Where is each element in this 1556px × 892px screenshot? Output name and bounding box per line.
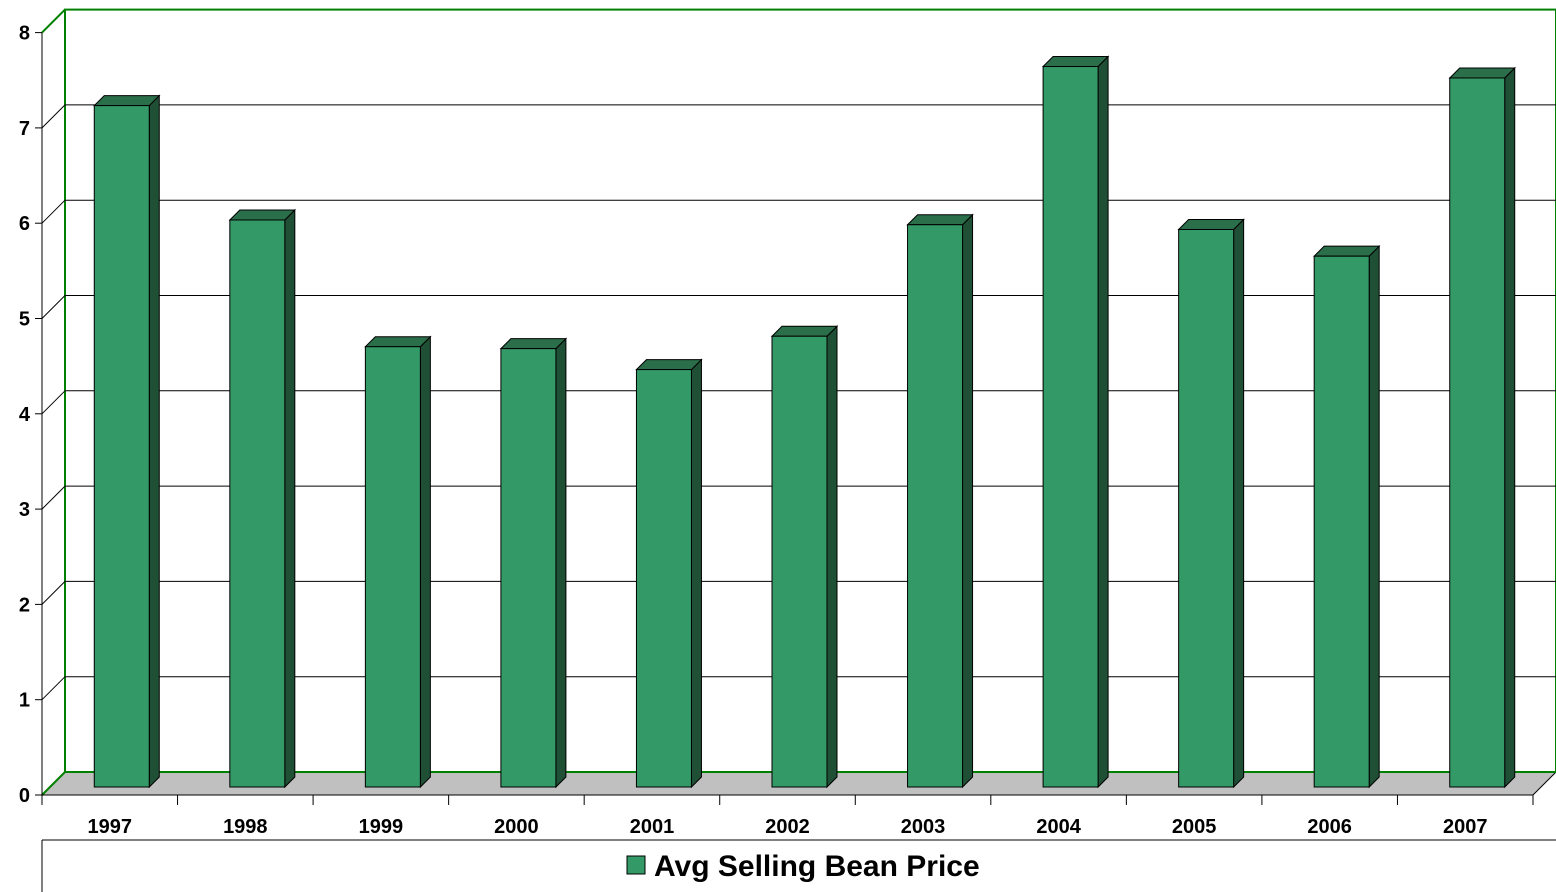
bar-front [1178,228,1235,788]
y-tick-label: 5 [19,309,30,331]
bar-front [229,219,286,788]
bar-front [635,369,692,788]
y-axis: 0 1 2 3 4 5 6 7 8 [19,23,43,807]
side-wall-bottom-edge [41,771,66,796]
bar [93,94,161,789]
gridline-side [41,295,66,319]
bar-top [1041,56,1110,68]
bar-side [1368,244,1380,789]
y-tick-label: 4 [19,404,31,426]
bar-side [826,325,838,789]
bar-top [1177,218,1245,230]
gridline-side [41,199,66,224]
bar-front [1042,66,1099,788]
bar-top [770,325,839,337]
bar-top [1312,245,1381,257]
x-tick-label: 1997 [88,816,133,838]
x-tick-label: 2004 [1036,816,1081,838]
bar [635,358,703,789]
y-tick-label: 0 [19,785,30,807]
gridline-side [41,676,66,701]
gridline-side [41,485,66,510]
bar-front [1449,77,1506,788]
bar-top [1448,67,1516,79]
bar-front [771,335,828,788]
bar [1041,55,1110,789]
bar-side [284,208,296,789]
bar-top [364,336,432,348]
bar-front [364,346,421,788]
bar-top [499,338,568,350]
bar-top [906,214,974,226]
bar-side [148,94,160,789]
x-tick-label: 2005 [1172,816,1217,838]
legend-swatch [626,855,646,875]
bar-front [500,348,557,788]
bar-side [690,358,702,789]
x-tick-label: 1998 [223,816,268,838]
legend: Avg Selling Bean Price [41,839,1556,892]
gridline-side [41,390,66,415]
bar [1177,218,1245,789]
x-axis: 1997 1998 1999 2000 2001 2002 2003 2004 2005 2006… [41,794,1534,838]
side-wall-top-edge [41,8,66,34]
bar-side [1504,66,1516,789]
x-tick-label: 2007 [1443,816,1488,838]
bar [1448,66,1516,789]
y-tick-label: 8 [19,23,30,45]
bar-side [555,337,567,789]
x-tick-label: 1999 [359,816,404,838]
x-tick-label: 2006 [1307,816,1352,838]
x-tick-label: 2000 [494,816,539,838]
bar-side [962,213,974,789]
bar-front [1313,255,1370,788]
y-tick-label: 7 [19,118,30,140]
x-tick-label: 2003 [901,816,946,838]
bars [93,55,1516,789]
y-tick-label: 2 [19,594,30,616]
bar-top [93,95,161,107]
bar [499,337,568,789]
bar [228,208,297,789]
y-tick-label: 1 [19,690,30,712]
x-tick-label: 2001 [630,816,675,838]
bar [1312,244,1381,789]
bar-side [419,335,431,789]
y-tick-label: 6 [19,213,30,235]
gridline-side [41,104,66,129]
bar-front [93,105,150,788]
bar [364,335,432,789]
bar [906,213,974,789]
x-tick-label: 2002 [765,816,810,838]
bar [770,325,839,789]
gridline-side [41,581,66,605]
legend-label: Avg Selling Bean Price [654,850,980,883]
bar-top [635,359,703,371]
bar-front [907,224,964,788]
y-tick-label: 3 [19,499,30,521]
bar-top [228,209,297,221]
bar-side [1097,55,1109,789]
bar-side [1233,218,1245,789]
